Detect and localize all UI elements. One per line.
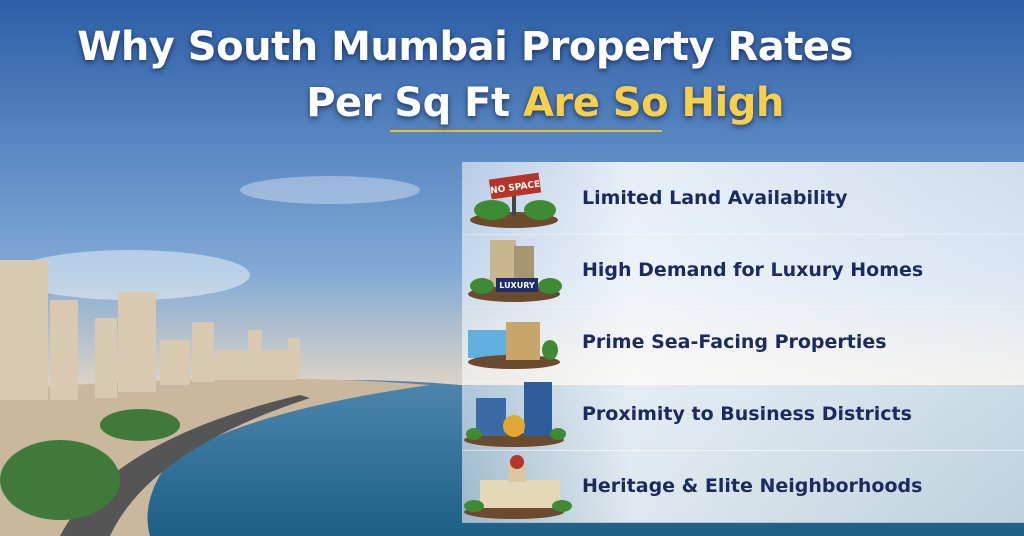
title-text: Per Sq Ft <box>306 80 510 126</box>
feature-label: Limited Land Availability <box>582 187 848 209</box>
title-line: Why South Mumbai Property Rates <box>77 24 853 70</box>
icon-text: LUXURY <box>499 281 535 290</box>
feature-row: NO SPACE Limited Land Availability <box>462 162 1024 235</box>
title-highlight: Are So High <box>523 80 784 126</box>
feature-label: Heritage & Elite Neighborhoods <box>582 475 923 497</box>
feature-icon <box>468 322 560 369</box>
feature-icon: NO SPACE <box>470 172 558 228</box>
feature-row: Proximity to Business Districts <box>462 378 1024 451</box>
feature-row: Prime Sea-Facing Properties <box>462 306 1024 379</box>
feature-icon <box>464 382 566 447</box>
feature-label: Prime Sea-Facing Properties <box>582 331 887 353</box>
feature-icon <box>464 455 572 519</box>
feature-icon: LUXURY <box>468 240 562 302</box>
feature-label: Proximity to Business Districts <box>582 403 912 425</box>
feature-label: High Demand for Luxury Homes <box>582 259 924 281</box>
feature-row: LUXURY High Demand for Luxury Homes <box>462 234 1024 307</box>
feature-row: Heritage & Elite Neighborhoods <box>462 450 1024 523</box>
title-line: Per Sq Ft Are So High <box>0 80 1010 126</box>
